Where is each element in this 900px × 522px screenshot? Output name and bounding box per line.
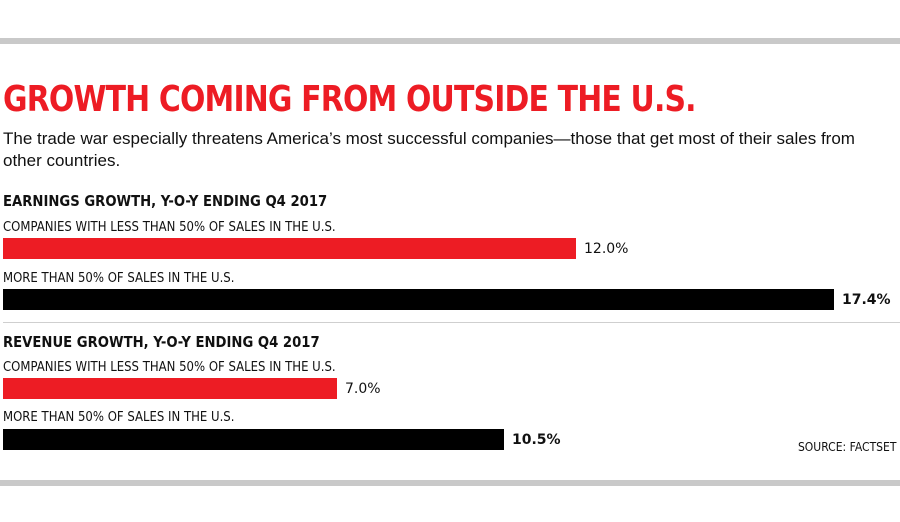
revenue-section-title: REVENUE GROWTH, Y-O-Y ENDING Q4 2017 xyxy=(3,333,320,351)
earnings-more-than-50-value: 17.4% xyxy=(842,292,891,308)
earnings-more-than-50-label: MORE THAN 50% OF SALES IN THE U.S. xyxy=(3,271,235,286)
chart-subtitle: The trade war especially threatens Ameri… xyxy=(3,129,855,170)
earnings-less-than-50-value: 12.0% xyxy=(584,241,629,257)
source-note: SOURCE: FACTSET xyxy=(797,440,896,454)
earnings-less-than-50-bar xyxy=(3,238,576,259)
earnings-section-title: EARNINGS GROWTH, Y-O-Y ENDING Q4 2017 xyxy=(3,192,328,210)
bottom-rule xyxy=(0,480,900,486)
revenue-more-than-50-bar xyxy=(3,429,504,450)
top-rule xyxy=(0,38,900,44)
panel-divider xyxy=(3,322,900,323)
revenue-less-than-50-label: COMPANIES WITH LESS THAN 50% OF SALES IN… xyxy=(3,360,336,375)
revenue-more-than-50-value: 10.5% xyxy=(512,432,561,448)
revenue-less-than-50-bar xyxy=(3,378,337,399)
chart-title: GROWTH COMING FROM OUTSIDE THE U.S. xyxy=(3,79,697,120)
revenue-less-than-50-value: 7.0% xyxy=(345,381,381,397)
revenue-more-than-50-label: MORE THAN 50% OF SALES IN THE U.S. xyxy=(3,410,235,425)
earnings-less-than-50-label: COMPANIES WITH LESS THAN 50% OF SALES IN… xyxy=(3,220,336,235)
earnings-more-than-50-bar xyxy=(3,289,834,310)
